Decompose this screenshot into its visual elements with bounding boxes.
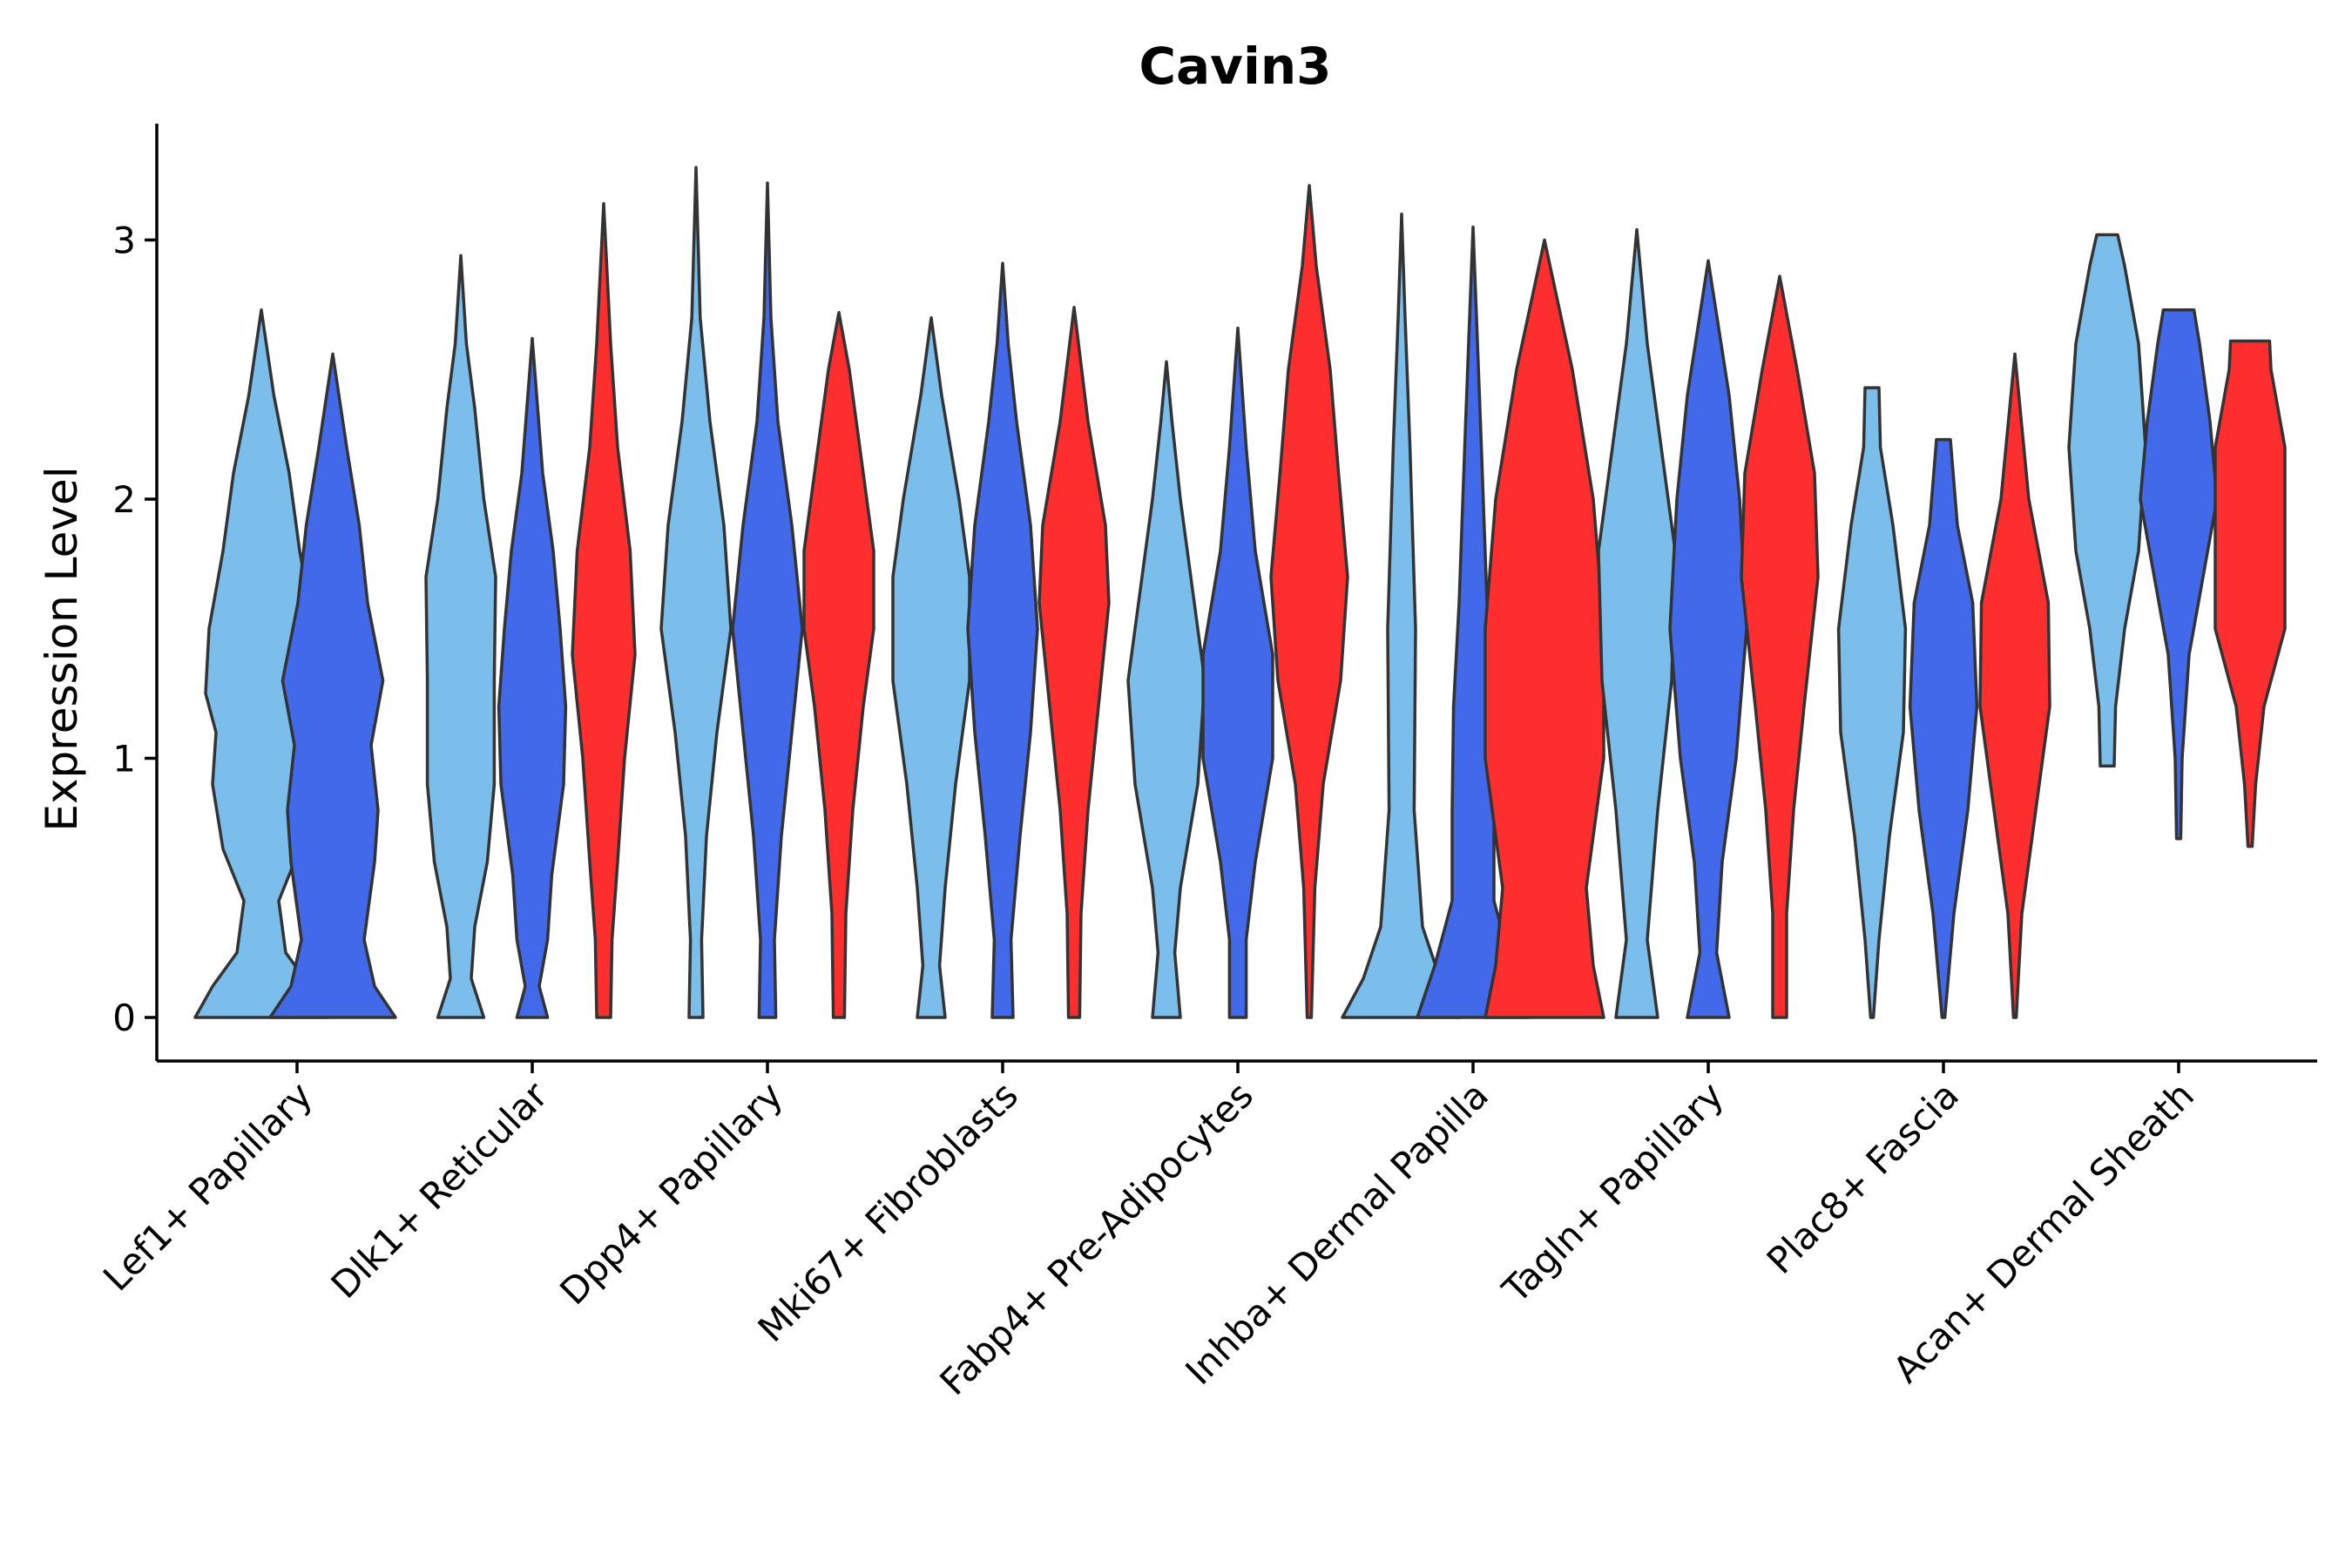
x-tick-label: Dlk1+ Reticular <box>323 1073 557 1307</box>
violin-shape <box>731 181 804 1019</box>
violin-shape <box>1126 360 1206 1019</box>
x-tick-label: Mki67+ Fibroblasts <box>750 1073 1026 1349</box>
y-axis-label: Expression Level <box>37 466 87 831</box>
violin-shape <box>1836 386 1908 1019</box>
violin-group <box>193 166 2287 1019</box>
x-tick-label: Tagln+ Papillary <box>1494 1073 1732 1311</box>
y-tick-label: 0 <box>112 997 136 1039</box>
violin-shape <box>1908 437 1979 1019</box>
violin-shape <box>497 336 568 1019</box>
violin-shape <box>1597 227 1677 1019</box>
violin-shape <box>571 202 637 1019</box>
violin-shape <box>2213 339 2287 848</box>
violin-shape <box>1668 259 1748 1019</box>
violin-shape <box>1341 213 1463 1019</box>
violin-shape <box>268 352 397 1019</box>
violin-shape <box>891 316 971 1019</box>
violin-shape <box>659 166 733 1019</box>
violin-shape <box>1037 306 1111 1019</box>
violin-shape <box>2139 308 2219 841</box>
violin-shape <box>2067 233 2147 768</box>
y-tick-label: 1 <box>112 738 136 781</box>
y-tick-label: 2 <box>112 478 136 521</box>
chart-title: Cavin3 <box>1139 37 1331 96</box>
violin-shape <box>1416 225 1531 1019</box>
violin-shape <box>1484 238 1605 1019</box>
x-tick-label: Plac8+ Fascia <box>1759 1073 1967 1281</box>
violin-shape <box>1978 352 2051 1019</box>
violin-shape <box>1201 326 1274 1019</box>
y-ticks: 0 1 2 3 <box>112 220 157 1039</box>
y-tick-label: 3 <box>112 220 136 262</box>
violin-shape <box>424 253 497 1019</box>
violin-shape <box>802 311 875 1019</box>
violin-shape <box>1740 274 1820 1019</box>
violin-shape <box>1269 184 1349 1019</box>
x-tick-label: Lef1+ Papillary <box>95 1073 321 1299</box>
violin-shape <box>966 261 1039 1019</box>
x-tick-label: Dpp4+ Papillary <box>551 1073 791 1313</box>
